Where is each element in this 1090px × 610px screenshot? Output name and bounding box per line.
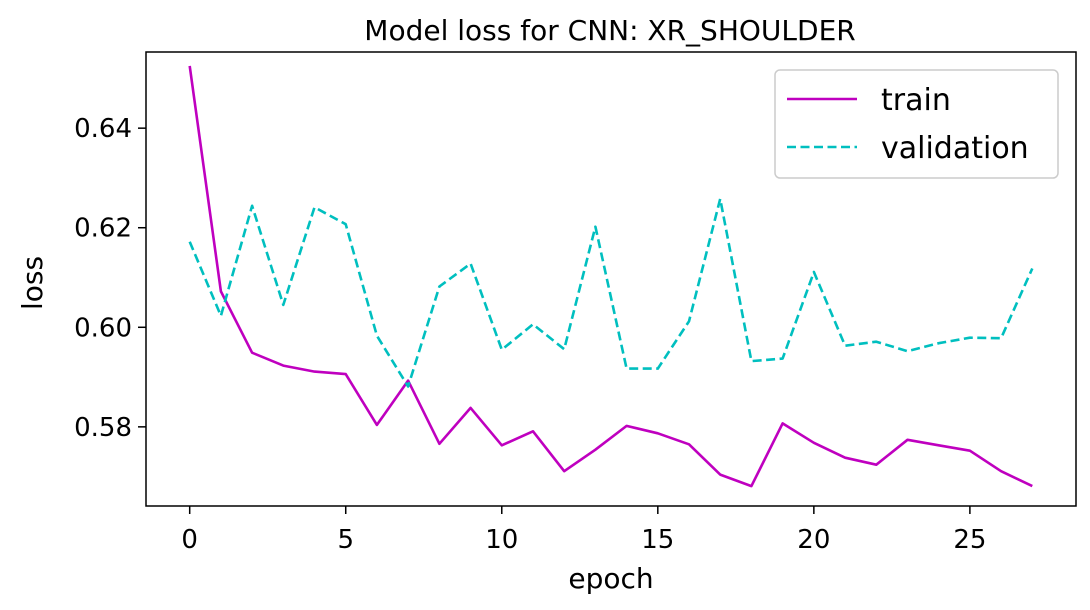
x-tick-label: 15 — [641, 525, 674, 555]
x-tick-label: 10 — [485, 525, 518, 555]
y-tick-label: 0.60 — [74, 313, 132, 343]
legend: train validation — [774, 69, 1059, 179]
x-tick-label: 5 — [337, 525, 354, 555]
y-tick-label: 0.58 — [74, 413, 132, 443]
x-tick-label: 20 — [797, 525, 830, 555]
legend-label-validation: validation — [881, 131, 1029, 166]
x-axis-label: epoch — [568, 562, 653, 595]
legend-label-train: train — [881, 83, 951, 118]
plot-area — [188, 65, 1034, 488]
x-tick-label: 25 — [953, 525, 986, 555]
x-tick-label: 0 — [181, 525, 198, 555]
plot-frame — [145, 51, 1077, 507]
y-tick-label: 0.64 — [74, 114, 132, 144]
chart-title: Model loss for CNN: XR_SHOULDER — [364, 14, 855, 47]
legend-box — [774, 69, 1059, 179]
y-axis-label: loss — [16, 256, 49, 310]
x-axis: 0 5 10 15 20 25 — [181, 506, 986, 555]
y-axis: 0.58 0.60 0.62 0.64 — [74, 114, 146, 443]
y-tick-label: 0.62 — [74, 214, 132, 244]
series-line-validation — [188, 197, 1034, 388]
series-line-train — [188, 65, 1033, 488]
